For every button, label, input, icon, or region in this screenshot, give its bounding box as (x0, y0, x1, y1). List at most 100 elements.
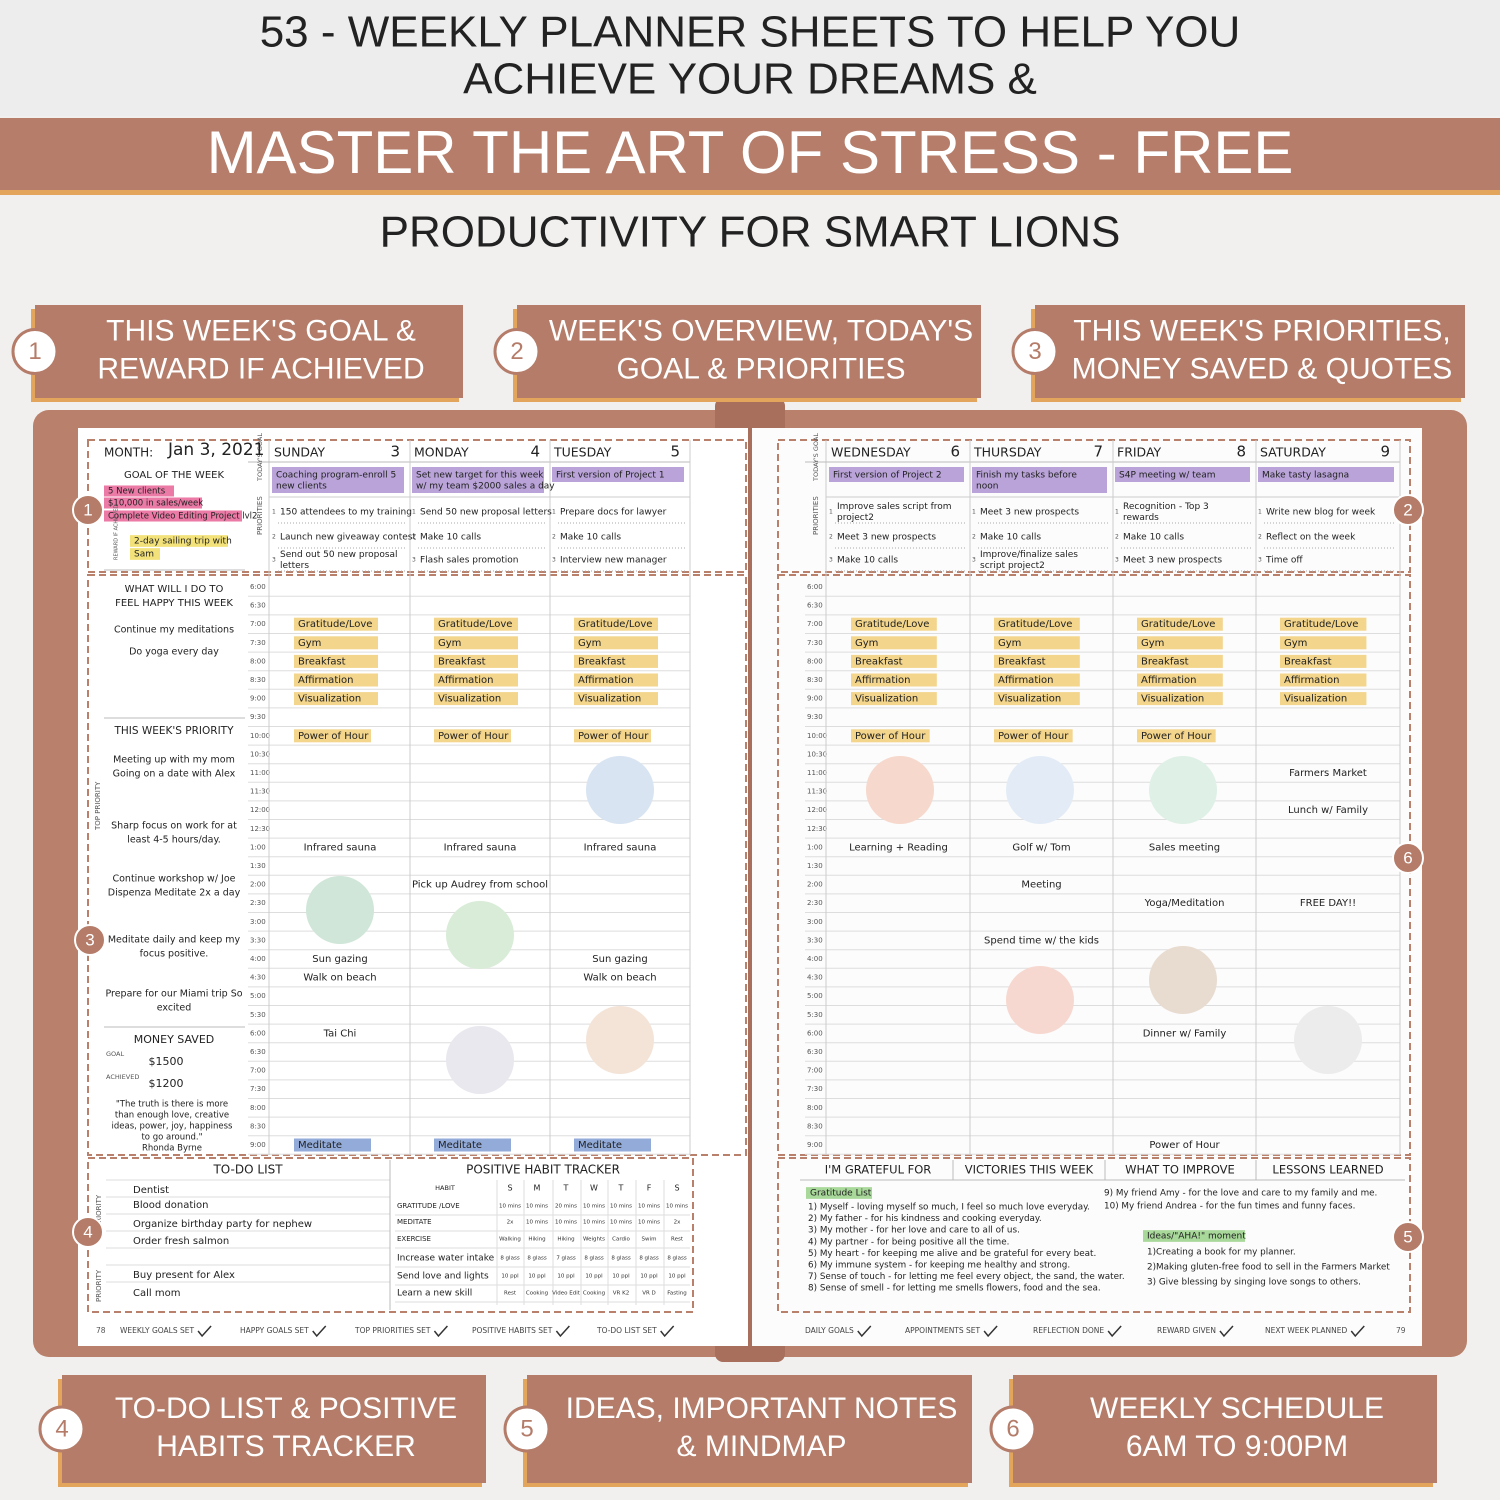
habit-value: 10 ppl (528, 1274, 546, 1280)
illustration (446, 901, 514, 969)
quote-author: Rhonda Byrne (142, 1144, 202, 1154)
check-mark (1107, 1325, 1122, 1338)
day-priority: Meet 3 new prospects (837, 533, 936, 543)
time-label: 2:30 (250, 899, 266, 907)
habit-value: 8 glass (611, 1256, 631, 1262)
day-name: SUNDAY (274, 445, 325, 460)
time-label: 7:30 (807, 1085, 823, 1093)
feature-box (517, 305, 981, 398)
day-priority: Make 10 calls (1123, 533, 1184, 543)
habit-value: 10 ppl (640, 1274, 658, 1280)
check-mark (983, 1325, 998, 1338)
highlight (851, 729, 930, 743)
time-label: 6:30 (807, 602, 823, 610)
marker-badge (72, 1216, 104, 1248)
gratitude-item: 10) My friend Andrea - for the fun times… (1104, 1202, 1355, 1212)
day-goal: First version of Project 2 (833, 471, 942, 481)
time-label: 11:30 (807, 788, 827, 796)
month-value: Jan 3, 2021 (167, 440, 265, 460)
habit-value: 8 glass (639, 1256, 659, 1262)
schedule-event: Infrared sauna (584, 842, 657, 853)
habit-header: S (674, 1184, 679, 1193)
day-priority: Reflect on the week (1266, 533, 1356, 543)
day-goal: S4P meeting w/ team (1119, 471, 1215, 481)
day-priority: Meet 3 new prospects (1123, 556, 1222, 566)
highlight (574, 673, 658, 687)
weekly-goal: Complete Video Editing Project lvl2 (108, 512, 257, 522)
feature-text: WEEKLY SCHEDULE (1090, 1392, 1384, 1425)
time-label: 5:30 (250, 1011, 266, 1019)
habit-value: 10 ppl (585, 1274, 603, 1280)
footer-check: HAPPY GOALS SET (240, 1326, 309, 1335)
time-label: 8:30 (250, 1122, 266, 1130)
feature-badge (38, 1405, 86, 1453)
highlight (434, 654, 518, 668)
time-label: 3:30 (250, 936, 266, 944)
schedule-event: Farmers Market (1289, 768, 1367, 779)
schedule-tag: Power of Hour (998, 731, 1069, 742)
day-priority: Flash sales promotion (420, 556, 518, 566)
gratitude-item: 7) Sense of touch - for letting me feel … (808, 1272, 1125, 1282)
routine-item: Affirmation (855, 675, 910, 686)
footer-check: REFLECTION DONE (1033, 1326, 1104, 1335)
highlight (574, 617, 658, 631)
gratitude-tag: Gratitude List (810, 1189, 872, 1199)
priority-number: 3 (1115, 557, 1119, 564)
highlight (851, 673, 937, 687)
highlight (994, 654, 1080, 668)
time-label: 10:30 (807, 750, 827, 758)
time-label: 12:30 (250, 825, 270, 833)
feature-text: THIS WEEK'S GOAL & (106, 314, 416, 347)
habit-name: GRATITUDE /LOVE (397, 1202, 460, 1210)
time-label: 8:30 (807, 676, 823, 684)
habit-header: F (647, 1184, 652, 1193)
side-label: PRIORITY (95, 1194, 103, 1227)
illustration (446, 1026, 514, 1094)
highlight (294, 673, 378, 687)
routine-item: Gratitude/Love (298, 619, 372, 630)
time-label: 7:00 (807, 1067, 823, 1075)
time-label: 4:00 (250, 955, 266, 963)
todo-item: Blood donation (133, 1200, 209, 1211)
time-label: 5:30 (807, 1011, 823, 1019)
highlight (294, 636, 378, 650)
check-mark (312, 1325, 327, 1338)
priority-number: 2 (972, 534, 976, 541)
footer-check: WEEKLY GOALS SET (120, 1326, 194, 1335)
feature-text: IDEAS, IMPORTANT NOTES (566, 1392, 958, 1425)
priority-item: Meditate daily and keep my (108, 935, 241, 946)
section-title: TO-DO LIST (212, 1163, 283, 1177)
gratitude-item: 8) Sense of smell - for letting me smell… (808, 1284, 1101, 1294)
schedule-event: Yoga/Meditation (1144, 898, 1225, 909)
footer-check: APPOINTMENTS SET (905, 1326, 981, 1335)
highlight (130, 535, 228, 547)
routine-item: Gratitude/Love (855, 619, 929, 630)
habit-name: MEDITATE (397, 1218, 432, 1226)
goal-highlight (552, 467, 684, 482)
priority-number: 2 (272, 534, 276, 541)
time-label: 6:00 (807, 1029, 823, 1037)
priority-number: 1 (412, 509, 416, 516)
schedule-event: Infrared sauna (304, 842, 377, 853)
weekly-goal: 5 New clients (108, 487, 166, 497)
highlight (294, 1138, 371, 1152)
time-label: 8:00 (807, 1104, 823, 1112)
schedule-tag: Meditate (438, 1140, 482, 1151)
feature-number: 4 (55, 1415, 68, 1442)
habit-header: S (507, 1184, 512, 1193)
time-label: 9:00 (807, 1141, 823, 1149)
highlight (434, 692, 518, 706)
marker-number: 1 (83, 500, 92, 519)
priority-number: 3 (829, 557, 833, 564)
section-border (777, 574, 1411, 1156)
idea-item: 1)Creating a book for my planner. (1147, 1248, 1296, 1258)
priority-item: focus positive. (140, 949, 209, 960)
highlight (1280, 636, 1367, 650)
day-date: 4 (530, 443, 540, 461)
time-label: 9:00 (250, 695, 266, 703)
ideas-tag: Ideas/"AHA!" moment (1147, 1232, 1246, 1242)
feature-number: 6 (1006, 1415, 1019, 1442)
day-name: TUESDAY (553, 445, 612, 460)
